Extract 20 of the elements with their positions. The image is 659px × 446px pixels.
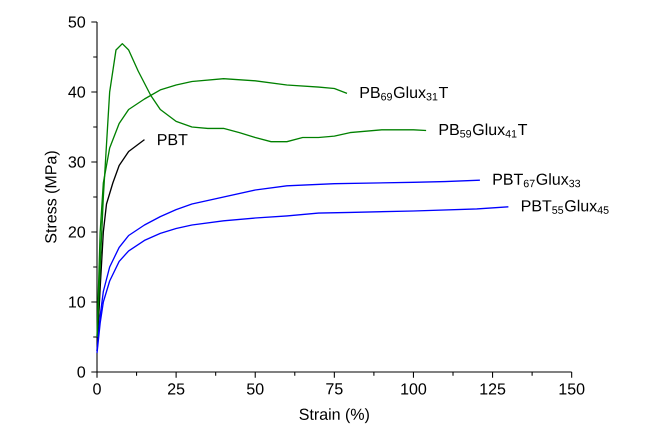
x-tick-label: 50 <box>246 383 264 395</box>
series-label: PB$_{69}$Glux$_{31}$T <box>360 86 448 100</box>
x-tick-label: 150 <box>560 383 584 395</box>
series-label: PBT <box>158 134 188 146</box>
x-tick-label: 100 <box>401 383 426 395</box>
y-tick-label: 30 <box>68 156 86 168</box>
y-tick-label: 40 <box>68 86 86 98</box>
series-label: PBT$_{67}$Glux$_{33}$ <box>493 173 580 188</box>
x-axis-title: Strain (%) <box>300 408 369 424</box>
y-tick-label: 0 <box>77 366 86 378</box>
x-tick-label: 75 <box>326 383 343 394</box>
x-tick-label: 0 <box>93 383 101 395</box>
y-tick-label: 10 <box>69 296 86 308</box>
y-tick-label: 50 <box>68 16 86 28</box>
series-label: PBT$_{55}$Glux$_{45}$ <box>522 200 609 214</box>
y-tick-label: 20 <box>68 226 86 238</box>
x-tick-label: 125 <box>480 383 506 395</box>
y-axis-title: Stress (MPa) <box>44 151 60 243</box>
x-tick-label: 25 <box>168 383 184 395</box>
series-label: PB$_{59}$Glux$_{41}$T <box>440 123 528 138</box>
